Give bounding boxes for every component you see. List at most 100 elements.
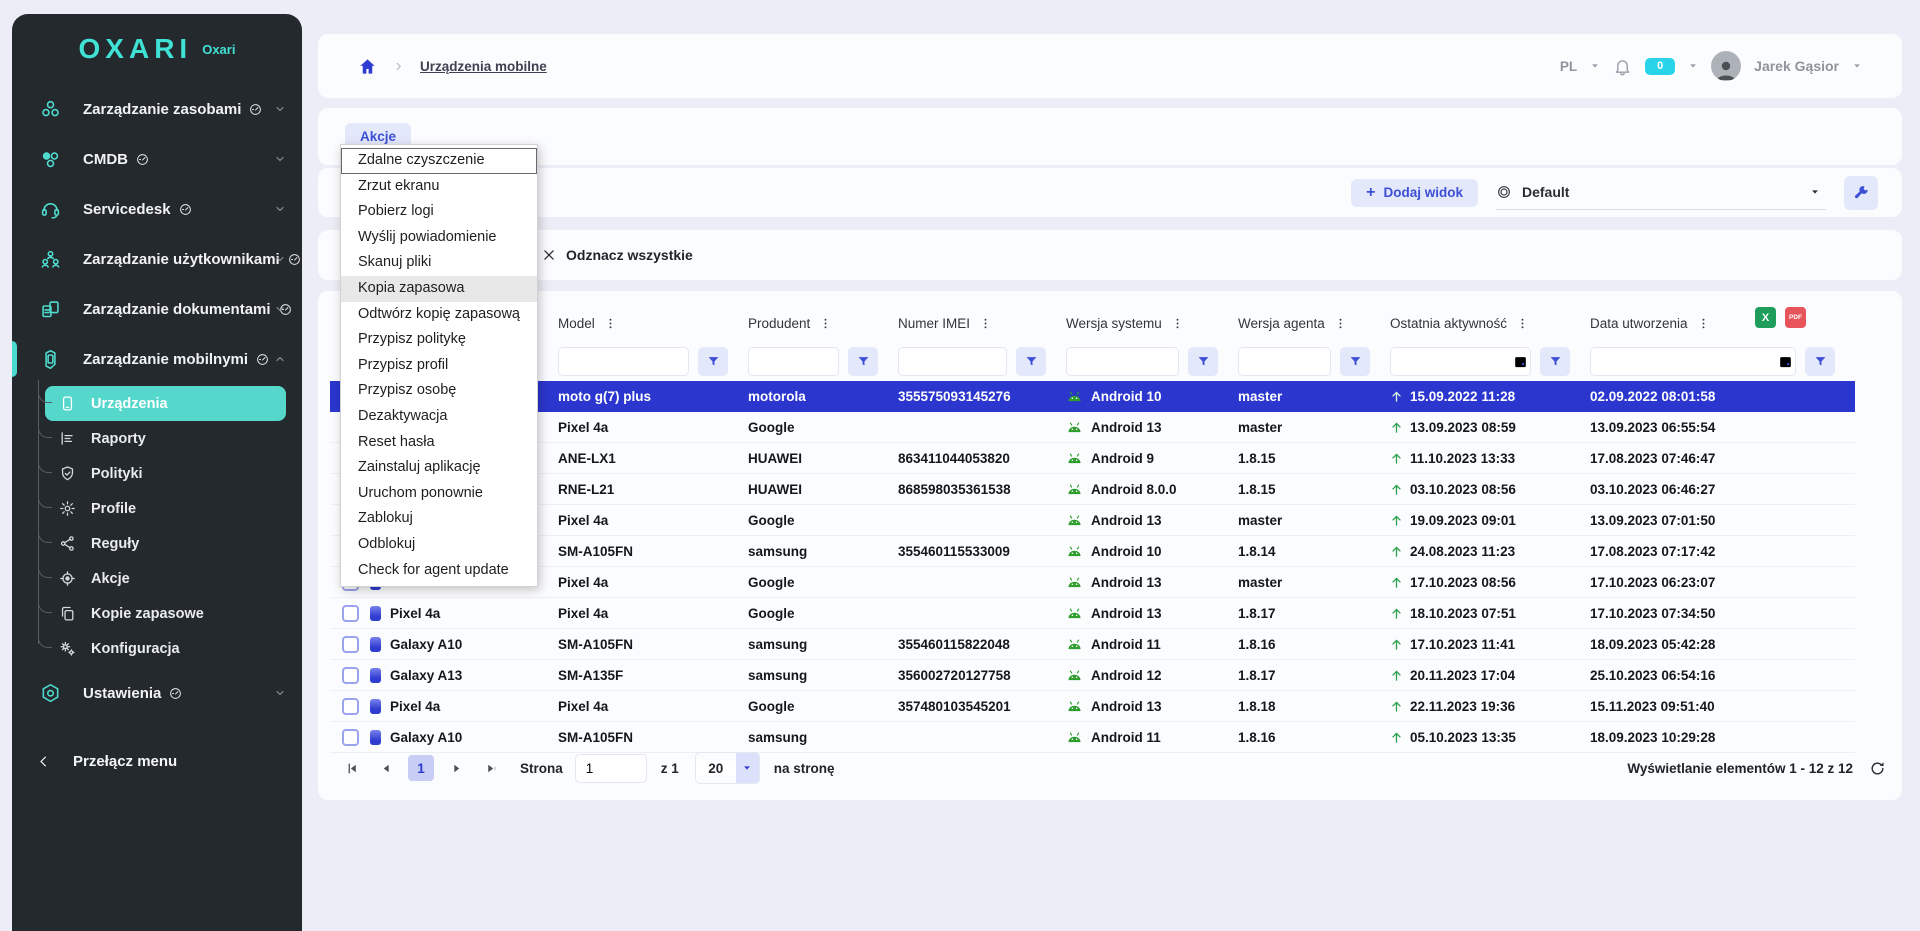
menu-item-odblokuj[interactable]: Odblokuj — [341, 532, 537, 558]
filter-button[interactable] — [1188, 347, 1218, 376]
filter-input[interactable] — [1066, 347, 1179, 376]
close-icon[interactable] — [542, 248, 556, 262]
filter-button[interactable] — [1540, 347, 1570, 376]
page-size-select[interactable]: 20 — [695, 752, 760, 784]
avatar[interactable] — [1711, 51, 1741, 81]
column-header-data-utworzenia[interactable]: Data utworzenia — [1590, 316, 1855, 331]
filter-button[interactable] — [1340, 347, 1370, 376]
table-row[interactable]: Galaxy A10SM-A105FNsamsungAndroid 111.8.… — [330, 722, 1855, 753]
calendar-icon[interactable] — [1513, 354, 1528, 369]
sidebar-item-raporty[interactable]: Raporty — [45, 421, 286, 456]
filter-button[interactable] — [698, 347, 728, 376]
sidebar-item-cmdb[interactable]: CMDB — [12, 134, 302, 184]
chevron-down-icon[interactable] — [1688, 61, 1698, 71]
menu-item-dezaktywacja[interactable]: Dezaktywacja — [341, 404, 537, 430]
menu-item-odtw-rz-kopi-zapasow[interactable]: Odtwórz kopię zapasową — [341, 302, 537, 328]
prev-page-button[interactable] — [374, 756, 398, 780]
export-pdf-icon[interactable]: PDF — [1785, 307, 1806, 328]
menu-item-check-for-agent-update[interactable]: Check for agent update — [341, 558, 537, 584]
filter-button[interactable] — [1016, 347, 1046, 376]
sidebar-item-regu-y[interactable]: Reguły — [45, 526, 286, 561]
menu-item-zrzut-ekranu[interactable]: Zrzut ekranu — [341, 174, 537, 200]
column-header-numer-imei[interactable]: Numer IMEI — [898, 316, 1066, 331]
sidebar-item-ustawienia[interactable]: Ustawienia — [12, 668, 302, 718]
sidebar-item-polityki[interactable]: Polityki — [45, 456, 286, 491]
menu-item-przypisz-profil[interactable]: Przypisz profil — [341, 353, 537, 379]
sidebar-item-zarz-dzanie-u-ytkownikami[interactable]: Zarządzanie użytkownikami — [12, 234, 302, 284]
table-row[interactable]: Pixel 4aGoogleAndroid 13master19.09.2023… — [330, 505, 1855, 536]
menu-item-przypisz-osob[interactable]: Przypisz osobę — [341, 378, 537, 404]
table-row[interactable]: RNE-L21HUAWEI868598035361538Android 8.0.… — [330, 474, 1855, 505]
menu-item-zablokuj[interactable]: Zablokuj — [341, 506, 537, 532]
column-header-ostatnia-aktywno[interactable]: Ostatnia aktywność — [1390, 316, 1590, 331]
view-settings-button[interactable] — [1844, 176, 1878, 210]
table-row[interactable]: Pixel 4aPixel 4aGoogleAndroid 13master17… — [330, 567, 1855, 598]
sidebar-item-profile[interactable]: Profile — [45, 491, 286, 526]
sidebar-item-kopie-zapasowe[interactable]: Kopie zapasowe — [45, 596, 286, 631]
first-page-button[interactable] — [340, 756, 364, 780]
last-page-button[interactable] — [478, 756, 502, 780]
deselect-all-label[interactable]: Odznacz wszystkie — [566, 247, 693, 263]
row-checkbox[interactable] — [342, 605, 359, 622]
table-row[interactable]: ANE-LX1HUAWEI863411044053820Android 91.8… — [330, 443, 1855, 474]
row-checkbox[interactable] — [342, 698, 359, 715]
filter-input[interactable] — [748, 347, 839, 376]
sidebar-item-servicedesk[interactable]: Servicedesk — [12, 184, 302, 234]
row-checkbox[interactable] — [342, 667, 359, 684]
current-page-button[interactable]: 1 — [408, 755, 434, 781]
sidebar-item-akcje[interactable]: Akcje — [45, 561, 286, 596]
next-page-button[interactable] — [444, 756, 468, 780]
menu-item-pobierz-logi[interactable]: Pobierz logi — [341, 199, 537, 225]
add-view-button[interactable]: +Dodaj widok — [1351, 179, 1478, 207]
table-row[interactable]: moto g(7) plusmotorola355575093145276And… — [330, 381, 1855, 412]
export-excel-icon[interactable]: X — [1755, 307, 1776, 328]
sidebar-item-zarz-dzanie-zasobami[interactable]: Zarządzanie zasobami — [12, 84, 302, 134]
row-checkbox[interactable] — [342, 636, 359, 653]
user-name[interactable]: Jarek Gąsior — [1754, 58, 1839, 74]
menu-item-wy-lij-powiadomienie[interactable]: Wyślij powiadomienie — [341, 225, 537, 251]
android-icon — [1066, 545, 1083, 558]
page-input[interactable] — [575, 754, 647, 783]
menu-item-zainstaluj-aplikacj[interactable]: Zainstaluj aplikację — [341, 455, 537, 481]
menu-item-skanuj-pliki[interactable]: Skanuj pliki — [341, 250, 537, 276]
chevron-down-icon[interactable] — [1590, 61, 1600, 71]
filter-input[interactable] — [1590, 347, 1796, 376]
calendar-icon[interactable] — [1778, 354, 1793, 369]
cell-producer: samsung — [748, 637, 898, 652]
filter-input[interactable] — [898, 347, 1007, 376]
filter-input[interactable] — [1390, 347, 1531, 376]
column-header-wersja-agenta[interactable]: Wersja agenta — [1238, 316, 1390, 331]
refresh-icon[interactable] — [1869, 760, 1886, 777]
menu-item-zdalne-czyszczenie[interactable]: Zdalne czyszczenie — [341, 148, 537, 174]
table-row[interactable]: Galaxy A13SM-A135Fsamsung356002720127758… — [330, 660, 1855, 691]
column-header-produdent[interactable]: Produdent — [748, 316, 898, 331]
table-row[interactable]: SM-A105FNsamsung355460115533009Android 1… — [330, 536, 1855, 567]
menu-item-przypisz-polityk[interactable]: Przypisz politykę — [341, 327, 537, 353]
cell-imei: 355460115533009 — [898, 544, 1066, 559]
menu-item-uruchom-ponownie[interactable]: Uruchom ponownie — [341, 481, 537, 507]
language-selector[interactable]: PL — [1560, 59, 1577, 74]
table-row[interactable]: Pixel 4aGoogleAndroid 13master13.09.2023… — [330, 412, 1855, 443]
sidebar-toggle-menu[interactable]: Przełącz menu — [12, 739, 302, 783]
menu-item-kopia-zapasowa[interactable]: Kopia zapasowa — [341, 276, 537, 302]
view-select[interactable]: Default — [1496, 176, 1826, 210]
filter-button[interactable] — [1805, 347, 1835, 376]
sidebar-item-zarz-dzanie-dokumentami[interactable]: Zarządzanie dokumentami — [12, 284, 302, 334]
sidebar-item-urz-dzenia[interactable]: Urządzenia — [45, 386, 286, 421]
filter-input[interactable] — [1238, 347, 1331, 376]
row-checkbox[interactable] — [342, 729, 359, 746]
chevron-down-icon[interactable] — [1852, 61, 1862, 71]
column-header-wersja-systemu[interactable]: Wersja systemu — [1066, 316, 1238, 331]
table-row[interactable]: Pixel 4aPixel 4aGoogleAndroid 131.8.1718… — [330, 598, 1855, 629]
table-row[interactable]: Galaxy A10SM-A105FNsamsung35546011582204… — [330, 629, 1855, 660]
bell-icon[interactable] — [1613, 57, 1632, 76]
column-header-model[interactable]: Model — [558, 316, 748, 331]
table-row[interactable]: Pixel 4aPixel 4aGoogle357480103545201And… — [330, 691, 1855, 722]
sidebar-item-zarz-dzanie-mobilnymi[interactable]: Zarządzanie mobilnymi — [12, 334, 302, 384]
filter-button[interactable] — [848, 347, 878, 376]
sidebar-item-konfiguracja[interactable]: Konfiguracja — [45, 631, 286, 666]
breadcrumb-page-link[interactable]: Urządzenia mobilne — [420, 59, 547, 74]
home-icon[interactable] — [358, 57, 377, 76]
filter-input[interactable] — [558, 347, 689, 376]
menu-item-reset-has-a[interactable]: Reset hasła — [341, 430, 537, 456]
